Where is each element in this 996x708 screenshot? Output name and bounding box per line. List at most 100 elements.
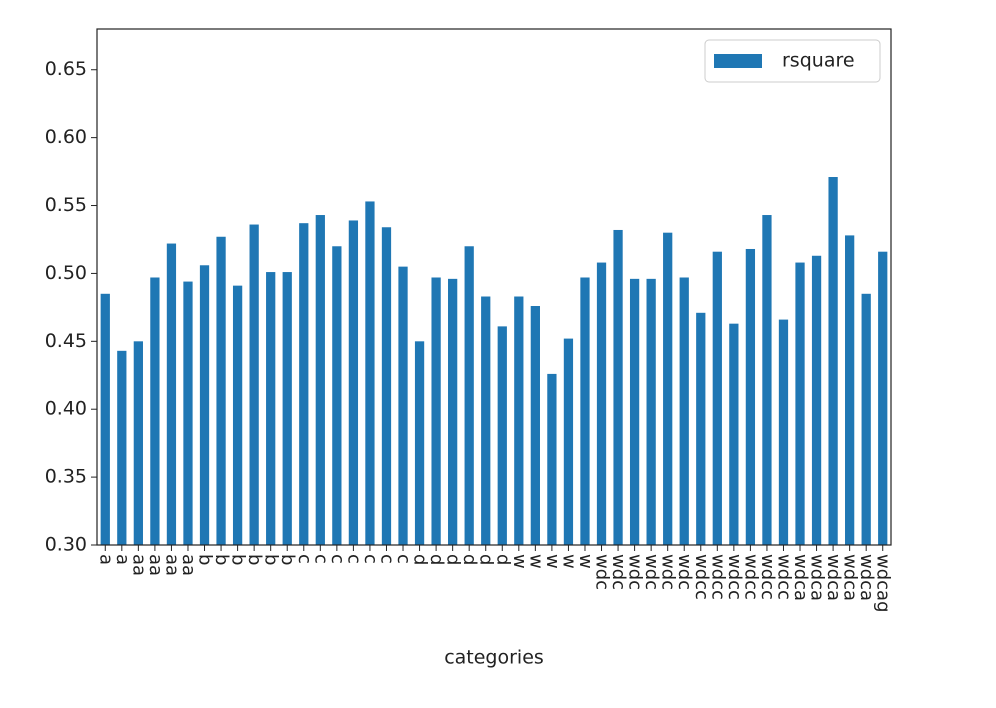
bar (547, 373, 557, 545)
x-tick-label: wdcc (757, 554, 778, 600)
bar (762, 215, 772, 545)
bar (778, 319, 789, 545)
bar (696, 312, 706, 545)
bar (613, 229, 623, 545)
x-tick-label: b (244, 554, 265, 565)
bar (563, 338, 574, 545)
bar (100, 293, 110, 545)
bar (381, 227, 392, 545)
x-tick-label: d (443, 554, 464, 565)
x-tick-label: wdcc (773, 554, 794, 600)
legend-swatch (714, 54, 762, 68)
bar (332, 246, 342, 545)
x-tick-label: d (476, 554, 497, 565)
bar (795, 262, 805, 545)
bar (878, 251, 888, 545)
bar (629, 278, 640, 545)
bar (414, 341, 425, 545)
x-tick-label: b (211, 554, 232, 565)
bar (199, 265, 210, 545)
bar (596, 262, 607, 545)
bar (299, 223, 309, 545)
x-tick-label: w (525, 554, 546, 569)
bar (514, 296, 524, 545)
x-tick-label: a (112, 554, 133, 565)
bar (348, 220, 359, 545)
x-axis-label: categories (444, 647, 544, 669)
x-tick-label: wdca (823, 554, 844, 601)
x-tick-label: wdcc (691, 554, 712, 600)
x-tick-label: wdcc (724, 554, 745, 600)
bar (530, 306, 540, 545)
y-tick-label: 0.30 (45, 534, 87, 556)
bar (861, 293, 871, 545)
y-tick-label: 0.40 (45, 398, 87, 420)
y-tick-label: 0.35 (45, 466, 87, 488)
x-tick-label: b (228, 554, 249, 565)
bar (232, 285, 243, 545)
bar (282, 272, 292, 545)
bar (183, 281, 193, 545)
bar (845, 235, 855, 545)
bar (745, 248, 756, 545)
bar (216, 236, 226, 546)
x-tick-label: wdca (856, 554, 877, 601)
x-tick-label: d (410, 554, 431, 565)
x-tick-label: d (459, 554, 480, 565)
y-tick-label: 0.55 (45, 194, 87, 216)
bar (663, 232, 673, 545)
x-tick-label: aa (178, 554, 199, 576)
bar (315, 215, 325, 545)
x-tick-label: wdc (608, 554, 629, 590)
x-tick-label: wdcc (707, 554, 728, 600)
bar (497, 326, 507, 545)
bar (117, 350, 127, 545)
x-tick-label: wdc (674, 554, 695, 590)
x-tick-label: w (575, 554, 596, 569)
y-tick-label: 0.65 (45, 58, 87, 80)
bar (133, 341, 143, 545)
x-tick-label: wdcag (873, 554, 894, 613)
bar (398, 266, 408, 545)
bar (365, 201, 375, 545)
bar (464, 246, 474, 545)
x-tick-label: wdca (840, 554, 861, 601)
x-tick-label: wdcc (740, 554, 761, 600)
x-tick-label: b (195, 554, 216, 565)
x-tick-label: wdca (790, 554, 811, 601)
x-tick-label: c (360, 554, 381, 564)
y-tick-label: 0.60 (45, 126, 87, 148)
bar (729, 323, 739, 545)
bar (712, 251, 722, 545)
bar (811, 255, 822, 545)
x-tick-label: c (327, 554, 348, 564)
x-tick-label: wdc (658, 554, 679, 590)
y-tick-label: 0.50 (45, 262, 87, 284)
x-tick-label: w (542, 554, 563, 569)
x-tick-label: wdc (592, 554, 613, 590)
x-tick-label: wdc (625, 554, 646, 590)
bar (266, 272, 276, 545)
x-tick-label: a (95, 554, 116, 565)
bar (580, 277, 590, 545)
x-tick-label: d (426, 554, 447, 565)
x-tick-label: wdc (641, 554, 662, 590)
x-tick-label: w (509, 554, 530, 569)
x-tick-label: aa (128, 554, 149, 576)
bar (150, 277, 160, 545)
x-tick-label: w (558, 554, 579, 569)
x-tick-label: c (393, 554, 414, 564)
legend-label: rsquare (782, 50, 855, 72)
bar (431, 277, 441, 545)
x-tick-label: c (294, 554, 315, 564)
x-tick-label: b (277, 554, 298, 565)
bar (481, 296, 491, 545)
bar (646, 278, 656, 545)
bar (448, 278, 458, 545)
x-tick-label: aa (145, 554, 166, 576)
bar (679, 277, 689, 545)
bar (249, 224, 259, 545)
legend-box (704, 39, 881, 83)
x-tick-label: c (343, 554, 364, 564)
